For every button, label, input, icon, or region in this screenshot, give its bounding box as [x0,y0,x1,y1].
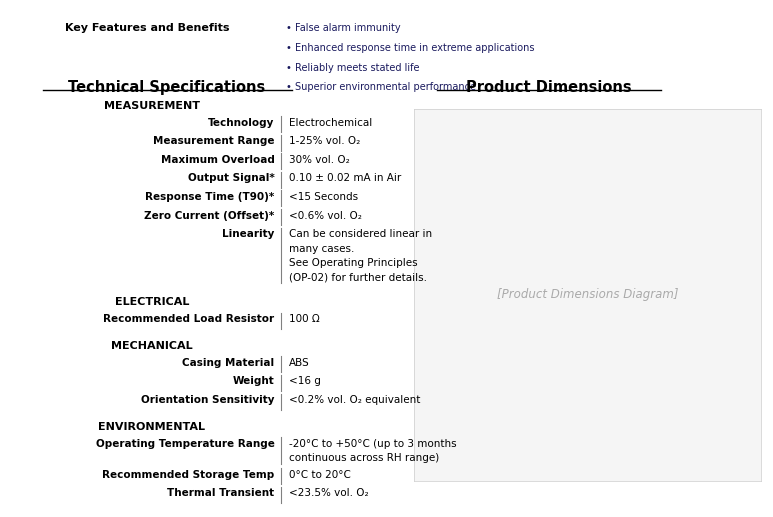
Text: See Operating Principles: See Operating Principles [289,258,417,268]
Text: -20°C to +50°C (up to 3 months: -20°C to +50°C (up to 3 months [289,439,457,449]
Text: 0°C to 20°C: 0°C to 20°C [289,470,351,480]
Text: Key Features and Benefits: Key Features and Benefits [65,23,229,33]
Text: [Product Dimensions Diagram]: [Product Dimensions Diagram] [497,288,678,301]
Text: <16 g: <16 g [289,376,321,387]
Text: • Superior environmental performance: • Superior environmental performance [286,82,476,92]
Text: 100 Ω: 100 Ω [289,314,320,324]
Text: Maximum Overload: Maximum Overload [161,155,274,165]
Text: • Reliably meets stated life: • Reliably meets stated life [286,63,420,72]
Text: <15 Seconds: <15 Seconds [289,192,358,202]
Text: Response Time (T90)*: Response Time (T90)* [145,192,274,202]
Text: many cases.: many cases. [289,244,355,254]
Text: Can be considered linear in: Can be considered linear in [289,229,432,239]
Text: ABS: ABS [289,358,310,368]
Text: Recommended Load Resistor: Recommended Load Resistor [104,314,274,324]
Text: Technical Specifications: Technical Specifications [67,80,265,95]
Text: Recommended Storage Temp: Recommended Storage Temp [102,470,274,480]
Text: Technology: Technology [208,117,274,128]
Text: Electrochemical: Electrochemical [289,117,373,128]
Text: 1-25% vol. O₂: 1-25% vol. O₂ [289,136,360,146]
Text: Weight: Weight [233,376,274,387]
Text: Output Signal*: Output Signal* [188,173,274,184]
Text: MECHANICAL: MECHANICAL [111,341,192,351]
Text: ELECTRICAL: ELECTRICAL [114,297,189,308]
Text: • Enhanced response time in extreme applications: • Enhanced response time in extreme appl… [286,43,534,53]
Text: ENVIRONMENTAL: ENVIRONMENTAL [98,422,206,432]
Text: Linearity: Linearity [222,229,274,239]
Text: Thermal Transient: Thermal Transient [167,489,274,498]
Text: Casing Material: Casing Material [182,358,274,368]
Text: 0.10 ± 0.02 mA in Air: 0.10 ± 0.02 mA in Air [289,173,401,184]
Text: continuous across RH range): continuous across RH range) [289,453,439,463]
Text: Measurement Range: Measurement Range [153,136,274,146]
Text: • False alarm immunity: • False alarm immunity [286,23,400,33]
Text: (OP-02) for further details.: (OP-02) for further details. [289,272,427,283]
Text: Zero Current (Offset)*: Zero Current (Offset)* [145,210,274,221]
Text: <0.6% vol. O₂: <0.6% vol. O₂ [289,210,362,221]
Text: <0.2% vol. O₂ equivalent: <0.2% vol. O₂ equivalent [289,395,421,405]
Text: Operating Temperature Range: Operating Temperature Range [96,439,274,449]
Text: 30% vol. O₂: 30% vol. O₂ [289,155,350,165]
Text: MEASUREMENT: MEASUREMENT [104,101,200,111]
Text: Product Dimensions: Product Dimensions [466,80,632,95]
Text: Orientation Sensitivity: Orientation Sensitivity [141,395,274,405]
Text: <23.5% vol. O₂: <23.5% vol. O₂ [289,489,369,498]
